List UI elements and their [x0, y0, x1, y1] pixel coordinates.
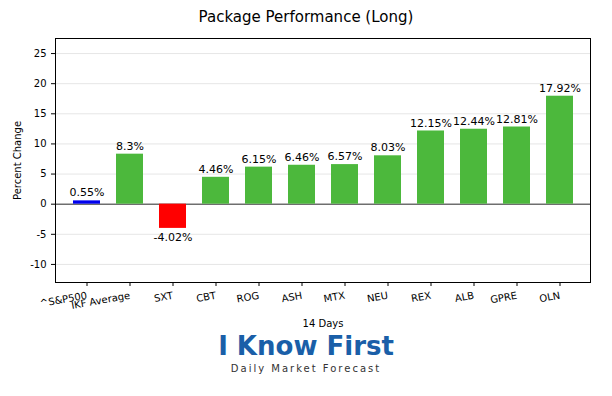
svg-text:8.3%: 8.3%	[116, 140, 144, 153]
svg-text:12.81%: 12.81%	[496, 113, 538, 126]
svg-text:IKF Average: IKF Average	[70, 290, 131, 311]
html-text:Package Performance (Long): Package Performance (Long)	[198, 8, 414, 26]
html-text:Daily Market Forecast: Daily Market Forecast	[230, 363, 382, 374]
svg-text:CBT: CBT	[195, 290, 217, 304]
svg-text:6.15%: 6.15%	[242, 153, 277, 166]
svg-text:0.55%: 0.55%	[70, 186, 105, 199]
svg-text:-5: -5	[37, 229, 47, 240]
svg-text:NEU: NEU	[366, 290, 389, 305]
svg-text:0: 0	[40, 198, 46, 209]
svg-text:20: 20	[34, 78, 47, 89]
svg-text:15: 15	[34, 108, 47, 119]
svg-text:Percent Change: Percent Change	[12, 121, 23, 200]
svg-text:MTX: MTX	[323, 290, 346, 305]
svg-text:REX: REX	[410, 290, 432, 304]
svg-text:ROG: ROG	[236, 290, 260, 305]
svg-text:6.46%: 6.46%	[285, 151, 320, 164]
svg-text:5: 5	[40, 168, 46, 179]
svg-text:10: 10	[34, 138, 47, 149]
svg-text:12.15%: 12.15%	[410, 116, 452, 129]
svg-text:-10: -10	[30, 259, 46, 270]
svg-text:6.57%: 6.57%	[328, 150, 363, 163]
svg-text:SXT: SXT	[153, 290, 175, 304]
svg-text:-4.02%: -4.02%	[154, 231, 193, 244]
svg-text:OLN: OLN	[538, 290, 561, 304]
html-text:I Know First: I Know First	[218, 331, 394, 361]
svg-text:25: 25	[34, 48, 47, 59]
svg-text:12.44%: 12.44%	[453, 115, 495, 128]
svg-text:17.92%: 17.92%	[539, 82, 581, 95]
svg-text:8.03%: 8.03%	[371, 141, 406, 154]
svg-text:14 Days: 14 Days	[303, 318, 344, 329]
svg-text:GPRE: GPRE	[489, 290, 518, 306]
svg-text:ASH: ASH	[281, 290, 303, 304]
svg-text:4.46%: 4.46%	[199, 163, 234, 176]
svg-text:ALB: ALB	[454, 290, 475, 304]
svg-text:^S&P500: ^S&P500	[39, 289, 88, 309]
